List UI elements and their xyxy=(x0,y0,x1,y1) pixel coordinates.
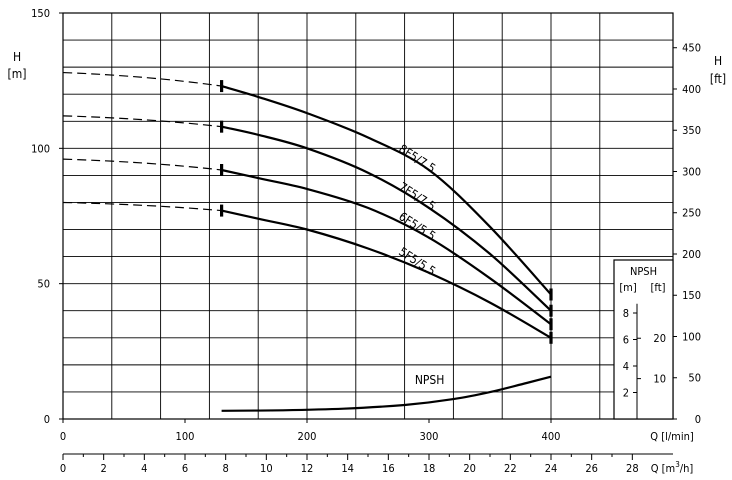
npsh-unit-ft: [ft] xyxy=(651,281,666,294)
x-axis-label-m3h: Q [m3/h] xyxy=(651,460,694,475)
x-tick-label-m3h: 10 xyxy=(260,462,273,475)
y-axis-label-ft-bottom: [ft] xyxy=(710,72,726,86)
curve-6f5-5-5 xyxy=(221,168,552,326)
curve-dashed-6f5-5-5 xyxy=(62,158,222,171)
curve-5f5-5-5 xyxy=(221,209,552,339)
npsh-unit-m: [m] xyxy=(619,281,637,294)
npsh-tick-label-m: 4 xyxy=(623,360,629,373)
npsh-tick-label-m: 6 xyxy=(623,334,629,347)
x-tick-label-m3h: 26 xyxy=(585,462,598,475)
curve-npsh xyxy=(221,375,552,412)
x-tick-label-m3h: 24 xyxy=(545,462,558,475)
y-tick-label-m: 50 xyxy=(37,278,50,291)
grid xyxy=(59,12,677,460)
curve-dashed-8f5-7-5 xyxy=(62,71,222,87)
y-tick-label-m: 150 xyxy=(31,7,50,20)
curve-dashed-7f5-7-5 xyxy=(62,115,222,128)
curve-7f5-7-5 xyxy=(221,125,552,312)
y-tick-label-ft: 300 xyxy=(682,165,701,178)
series-label: 8F5/7.5 xyxy=(396,142,438,176)
y-tick-label-ft: 150 xyxy=(682,289,701,302)
x-tick-label-m3h: 20 xyxy=(463,462,476,475)
npsh-tick-label-m: 2 xyxy=(623,387,629,400)
x-tick-label-lpm: 400 xyxy=(542,430,561,443)
x-tick-label-lpm: 0 xyxy=(60,430,66,443)
x-tick-label-m3h: 0 xyxy=(60,462,66,475)
npsh-tick-label-m: 8 xyxy=(623,307,629,320)
x-tick-label-m3h: 18 xyxy=(423,462,436,475)
y-tick-label-ft: 450 xyxy=(682,42,701,55)
y-tick-label-ft: 350 xyxy=(682,124,701,137)
y-tick-label-ft: 0 xyxy=(695,413,701,426)
y-axis-label-ft-top: H xyxy=(714,54,722,68)
x-tick-label-m3h: 16 xyxy=(382,462,395,475)
x-tick-label-m3h: 22 xyxy=(504,462,517,475)
curve-8f5-7-5 xyxy=(221,85,552,296)
y-axis-label-m-top: H xyxy=(13,50,21,64)
series-label-npsh: NPSH xyxy=(415,373,445,387)
y-tick-label-m: 0 xyxy=(44,413,50,426)
y-tick-label-ft: 50 xyxy=(688,372,701,385)
series-label: 6F5/5.5 xyxy=(396,209,438,243)
x-tick-label-m3h: 6 xyxy=(182,462,188,475)
x-tick-label-m3h: 28 xyxy=(626,462,639,475)
plot-frame xyxy=(62,12,674,420)
x-tick-label-m3h: 12 xyxy=(301,462,314,475)
npsh-axis-title: NPSH xyxy=(630,265,657,278)
x-tick-label-m3h: 14 xyxy=(341,462,354,475)
x-tick-label-lpm: 300 xyxy=(420,430,439,443)
x-tick-label-m3h: 2 xyxy=(101,462,107,475)
curves xyxy=(62,71,553,412)
series-label: 7F5/7.5 xyxy=(396,180,438,214)
x-tick-label-m3h: 4 xyxy=(141,462,147,475)
y-axis-label-m-bottom: [m] xyxy=(8,67,27,81)
y-tick-label-ft: 100 xyxy=(682,330,701,343)
y-tick-label-ft: 250 xyxy=(682,207,701,220)
x-axis-label-lpm: Q [l/min] xyxy=(650,430,694,443)
y-tick-label-ft: 400 xyxy=(682,83,701,96)
x-tick-label-lpm: 100 xyxy=(176,430,195,443)
npsh-inset-box xyxy=(613,259,674,420)
npsh-tick-label-ft: 10 xyxy=(653,373,666,386)
curve-dashed-5f5-5-5 xyxy=(62,201,222,212)
y-tick-label-m: 100 xyxy=(31,142,50,155)
x-tick-label-m3h: 8 xyxy=(223,462,229,475)
y-tick-label-ft: 200 xyxy=(682,248,701,261)
x-tick-label-lpm: 200 xyxy=(298,430,317,443)
npsh-tick-label-ft: 20 xyxy=(653,332,666,345)
